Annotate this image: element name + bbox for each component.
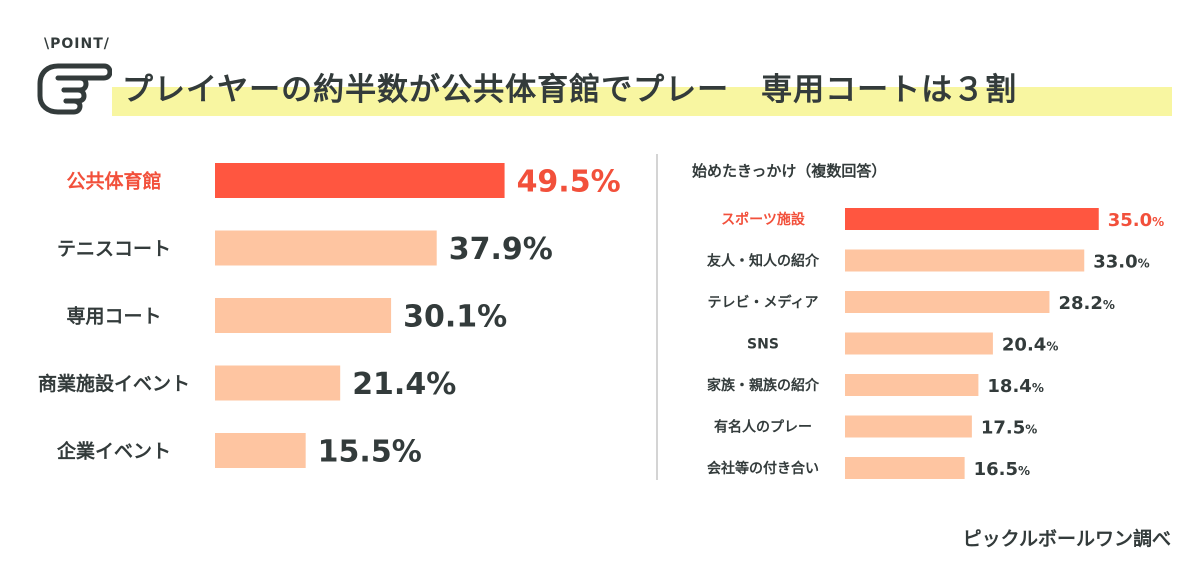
- left-bar: [215, 163, 505, 198]
- right-bar-chart: スポーツ施設 35.0% 友人・知人の紹介 33.0% テレビ・メディア 28.2% SNS…: [707, 208, 1164, 480]
- left-category-label: 企業イベント: [56, 440, 171, 463]
- right-value-label: 17.5%: [981, 418, 1037, 439]
- right-value-unit: %: [1018, 464, 1030, 478]
- right-value-unit: %: [1025, 423, 1037, 437]
- right-value-label: 16.5%: [974, 459, 1030, 480]
- title-highlight-marker: [112, 87, 1172, 116]
- left-value-label: 49.5%: [517, 165, 621, 200]
- right-bar: [845, 332, 993, 355]
- right-value-unit: %: [1103, 298, 1115, 312]
- right-value-unit: %: [1152, 215, 1164, 229]
- chart-divider: [656, 154, 658, 480]
- page-title: プレイヤーの約半数が公共体育館でプレー 専用コートは３割: [122, 72, 1018, 108]
- right-category-label: 友人・知人の紹介: [707, 253, 820, 270]
- left-value-label: 30.1%: [403, 300, 507, 335]
- right-value-label: 33.0%: [1093, 252, 1149, 273]
- right-bar: [845, 249, 1085, 272]
- right-bar: [845, 457, 965, 479]
- left-category-label: 公共体育館: [66, 170, 161, 193]
- right-bar: [845, 208, 1099, 230]
- left-category-label: 商業施設イベント: [38, 372, 190, 395]
- source-credit: ピックルボールワン調べ: [962, 528, 1171, 550]
- right-value-unit: %: [1138, 257, 1150, 271]
- left-category-label: 専用コート: [66, 306, 161, 328]
- left-bar: [215, 298, 392, 333]
- point-label: \POINT/: [44, 36, 110, 52]
- left-value-label: 37.9%: [449, 232, 553, 267]
- right-value-label: 28.2%: [1058, 293, 1114, 314]
- right-chart-title: 始めたきっかけ（複数回答）: [692, 162, 887, 180]
- left-bar-chart: 公共体育館 49.5% テニスコート 37.9% 専用コート 30.1% 商業施設イベント 2…: [38, 163, 621, 470]
- left-value-label: 15.5%: [318, 435, 422, 470]
- right-bar: [845, 291, 1050, 313]
- pointing-hand-icon: [37, 63, 112, 115]
- right-category-label: SNS: [747, 337, 779, 353]
- right-value-label: 18.4%: [987, 376, 1043, 397]
- right-category-label: スポーツ施設: [721, 211, 806, 228]
- left-value-label: 21.4%: [352, 367, 456, 402]
- left-bar: [215, 433, 306, 468]
- right-bar: [845, 374, 979, 396]
- right-category-label: 会社等の付き合い: [707, 460, 819, 477]
- right-category-label: 有名人のプレー: [714, 419, 812, 436]
- left-bar: [215, 230, 437, 266]
- right-category-label: 家族・親族の紹介: [707, 377, 820, 394]
- right-category-label: テレビ・メディア: [707, 294, 818, 311]
- right-value-unit: %: [1032, 381, 1044, 395]
- right-value-label: 35.0%: [1108, 210, 1164, 231]
- right-bar: [845, 415, 972, 438]
- left-bar: [215, 365, 341, 401]
- right-value-label: 20.4%: [1002, 335, 1058, 356]
- left-category-label: テニスコート: [57, 238, 171, 260]
- right-value-unit: %: [1046, 340, 1058, 354]
